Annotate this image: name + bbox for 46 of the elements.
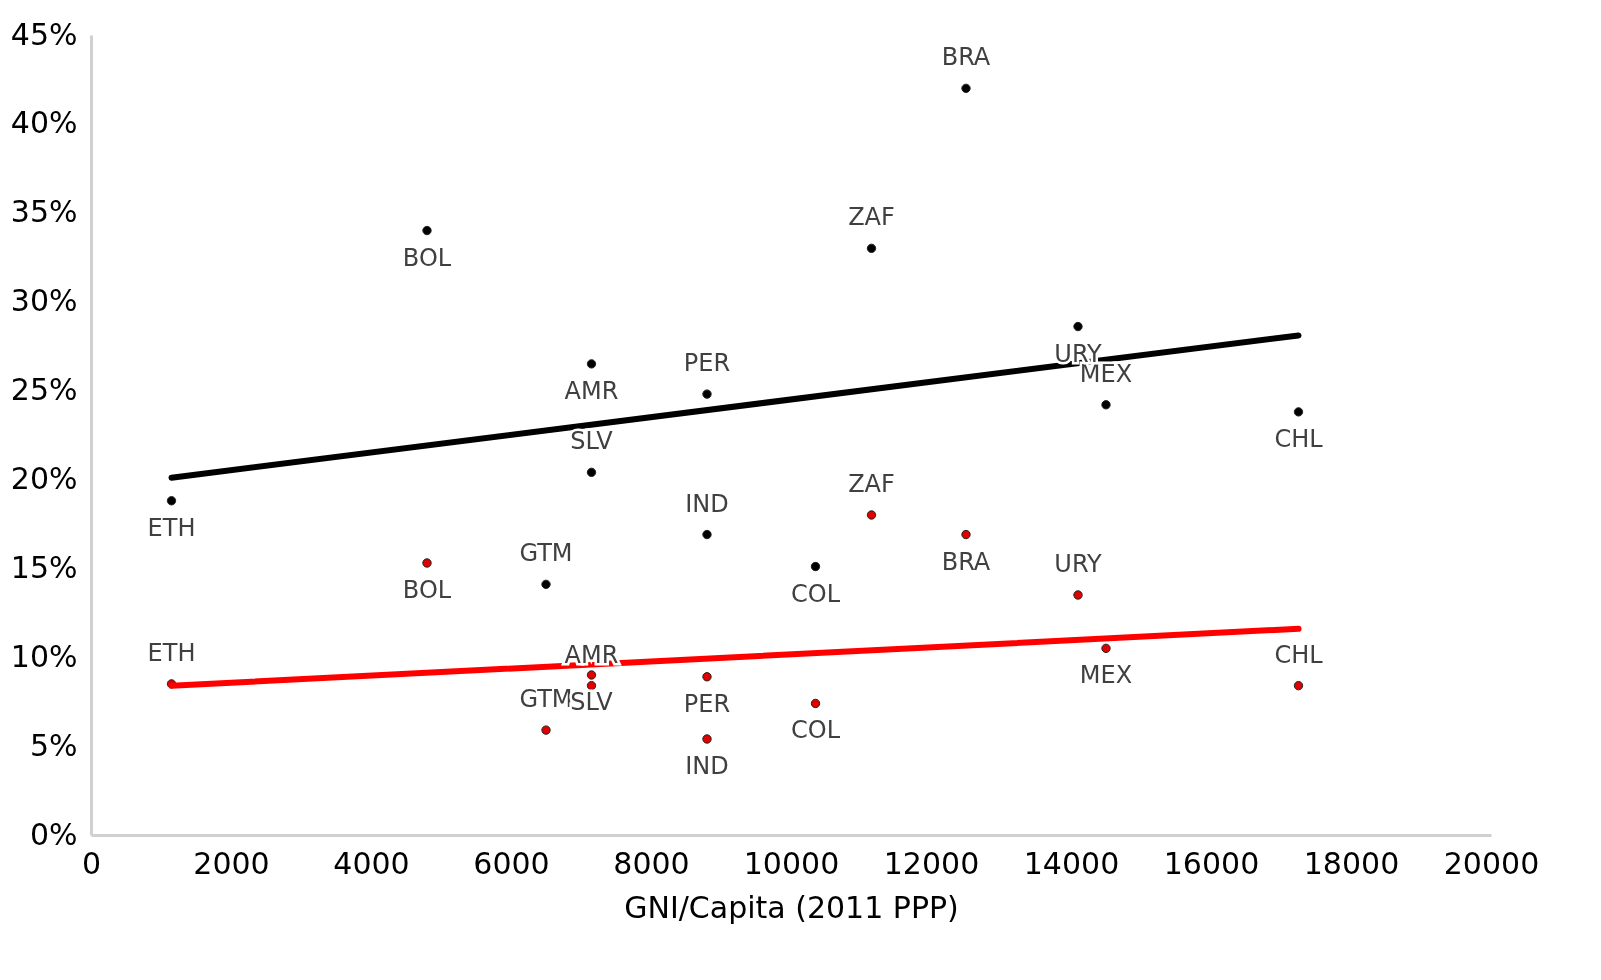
y-tick-label: 0% bbox=[29, 816, 78, 852]
y-tick-label: 20% bbox=[10, 460, 78, 496]
y-tick-label: 30% bbox=[10, 283, 78, 319]
x-tick-label: 0 bbox=[81, 845, 102, 881]
x-tick-label: 14000 bbox=[1023, 845, 1120, 881]
annotation: BRA bbox=[941, 43, 991, 72]
annotation: ZAF bbox=[848, 203, 895, 232]
y-tick-label: 35% bbox=[10, 194, 78, 230]
annotation: COL bbox=[790, 716, 841, 745]
x-axis-title: GNI/Capita (2011 PPP) bbox=[624, 889, 959, 925]
y-tick-label: 15% bbox=[10, 549, 78, 585]
annotation: SLV bbox=[570, 688, 614, 716]
annotation: AMR bbox=[564, 640, 619, 669]
y-tick-label: 45% bbox=[10, 16, 78, 52]
annotation: GTM bbox=[519, 539, 573, 568]
x-tick-label: 18000 bbox=[1303, 845, 1400, 881]
annotation: BOL bbox=[402, 243, 452, 272]
annotation: CHL bbox=[1274, 640, 1324, 669]
annotation: MEX bbox=[1079, 661, 1133, 690]
annotation: ETH bbox=[147, 513, 196, 542]
x-tick-label: 20000 bbox=[1443, 845, 1540, 881]
y-tick-label: 40% bbox=[10, 105, 78, 141]
x-tick-label: 4000 bbox=[333, 845, 410, 881]
y-tick-label: 5% bbox=[29, 727, 78, 763]
x-tick-label: 16000 bbox=[1163, 845, 1260, 881]
x-tick-label: 6000 bbox=[473, 845, 550, 881]
annotation: IND bbox=[685, 489, 729, 518]
annotation: URY bbox=[1054, 550, 1103, 578]
annotation: BOL bbox=[402, 576, 452, 604]
annotation: PER bbox=[683, 689, 731, 718]
annotation: SLV bbox=[570, 427, 614, 456]
annotation: GTM bbox=[519, 685, 573, 714]
x-tick-label: 8000 bbox=[613, 845, 690, 881]
x-tick-label: 2000 bbox=[193, 845, 270, 881]
annotation: ZAF bbox=[848, 470, 895, 498]
annotation: AMR bbox=[564, 376, 619, 405]
annotation: IND bbox=[685, 752, 729, 780]
x-tick-label: 10000 bbox=[743, 845, 840, 881]
annotation: CHL bbox=[1274, 424, 1324, 453]
y-tick-label: 10% bbox=[10, 638, 78, 674]
annotation: BRA bbox=[941, 547, 991, 576]
x-tick-label: 12000 bbox=[883, 845, 980, 881]
y-tick-label: 25% bbox=[10, 372, 78, 408]
annotation: COL bbox=[790, 579, 841, 608]
annotation: PER bbox=[683, 349, 731, 378]
annotation: ETH bbox=[147, 638, 196, 667]
